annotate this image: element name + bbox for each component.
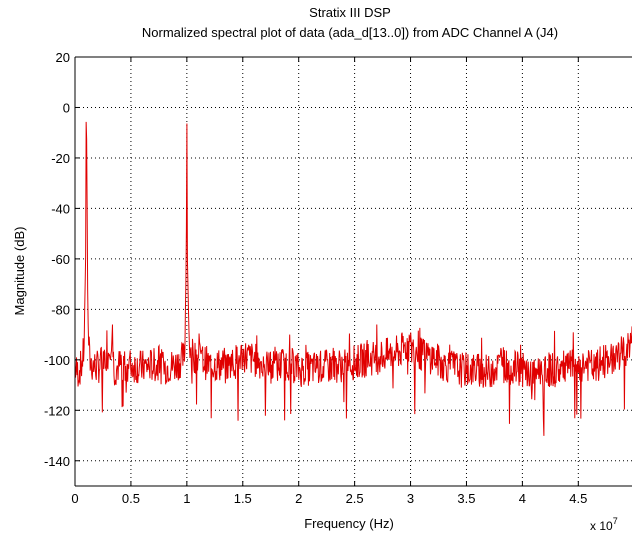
- axis-ticks: 0 0.5 1 1.5 2 2.5 3 3.5 4 4.5 20 0 -20 -40 -60 -80 -100 -…: [44, 50, 587, 506]
- grid: [75, 57, 632, 486]
- chart-title: Stratix III DSP: [309, 5, 391, 20]
- y-tick-label: -80: [51, 302, 70, 317]
- plot-area: 0 0.5 1 1.5 2 2.5 3 3.5 4 4.5 20 0 -20 -40 -60 -80 -100 -…: [44, 50, 632, 506]
- x-tick-label: 1.5: [234, 491, 252, 506]
- x-multiplier-label: x 107: [590, 516, 618, 533]
- spectrum-trace: [74, 121, 632, 436]
- x-tick-label: 4: [519, 491, 526, 506]
- x-tick-label: 0: [71, 491, 78, 506]
- x-tick-label: 0.5: [122, 491, 140, 506]
- x-tick-label: 3.5: [457, 491, 475, 506]
- x-tick-label: 4.5: [569, 491, 587, 506]
- y-tick-label: -40: [51, 201, 70, 216]
- y-tick-label: -20: [51, 151, 70, 166]
- chart-subtitle: Normalized spectral plot of data (ada_d[…: [142, 25, 558, 40]
- series-layer: [74, 121, 632, 436]
- y-tick-label: -100: [44, 353, 70, 368]
- y-tick-label: 20: [56, 50, 70, 65]
- x-axis-label: Frequency (Hz): [304, 516, 394, 531]
- y-tick-label: 0: [63, 100, 70, 115]
- x-tick-label: 3: [407, 491, 414, 506]
- x-tick-label: 2: [295, 491, 302, 506]
- x-tick-label: 2.5: [346, 491, 364, 506]
- y-tick-label: -120: [44, 403, 70, 418]
- x-tick-label: 1: [183, 491, 190, 506]
- x-multiplier-exponent: 7: [613, 516, 618, 526]
- y-tick-label: -140: [44, 454, 70, 469]
- y-axis-label: Magnitude (dB): [12, 227, 27, 316]
- y-tick-label: -60: [51, 252, 70, 267]
- plot-background: [75, 57, 632, 486]
- x-multiplier-base: x 10: [590, 519, 613, 533]
